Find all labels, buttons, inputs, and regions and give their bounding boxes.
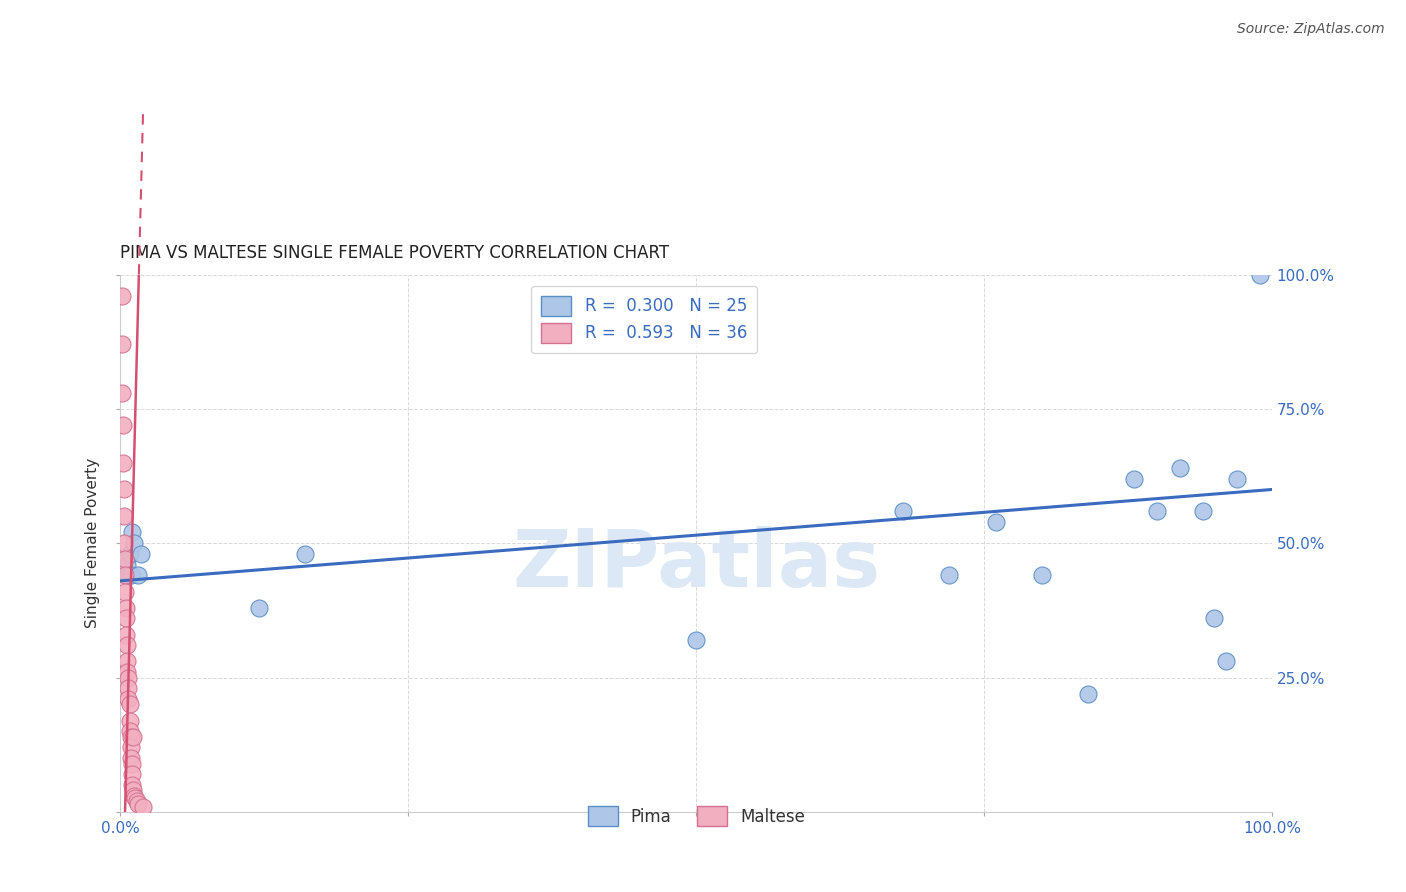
Point — [120, 751, 142, 765]
Point — [122, 536, 145, 550]
Point — [121, 778, 143, 792]
Point — [122, 730, 145, 744]
Point — [118, 714, 141, 728]
Point — [127, 568, 149, 582]
Point — [110, 385, 132, 400]
Point — [117, 568, 139, 582]
Point — [129, 547, 152, 561]
Point — [1191, 504, 1213, 518]
Point — [117, 638, 139, 652]
Point — [115, 627, 138, 641]
Point — [893, 504, 915, 518]
Point — [118, 724, 141, 739]
Point — [124, 791, 146, 805]
Point — [125, 794, 148, 808]
Point — [118, 698, 141, 712]
Point — [111, 417, 134, 432]
Point — [117, 558, 139, 572]
Y-axis label: Single Female Poverty: Single Female Poverty — [86, 458, 100, 628]
Point — [121, 525, 143, 540]
Point — [112, 483, 135, 497]
Point — [1031, 568, 1053, 582]
Point — [120, 740, 142, 755]
Point — [117, 692, 139, 706]
Point — [120, 568, 142, 582]
Point — [118, 547, 141, 561]
Point — [1204, 611, 1226, 625]
Point — [115, 611, 138, 625]
Point — [121, 767, 143, 781]
Point — [117, 665, 139, 680]
Point — [1168, 461, 1191, 475]
Point — [117, 655, 139, 669]
Point — [132, 799, 155, 814]
Point — [1077, 687, 1099, 701]
Point — [984, 515, 1007, 529]
Point — [114, 568, 136, 582]
Text: PIMA VS MALTESE SINGLE FEMALE POVERTY CORRELATION CHART: PIMA VS MALTESE SINGLE FEMALE POVERTY CO… — [121, 244, 669, 262]
Legend: Pima, Maltese: Pima, Maltese — [581, 799, 811, 833]
Point — [1122, 472, 1144, 486]
Point — [112, 536, 135, 550]
Point — [117, 671, 139, 685]
Point — [122, 783, 145, 797]
Point — [1146, 504, 1168, 518]
Point — [115, 568, 138, 582]
Point — [122, 789, 145, 803]
Text: Source: ZipAtlas.com: Source: ZipAtlas.com — [1237, 22, 1385, 37]
Point — [114, 584, 136, 599]
Text: ZIPatlas: ZIPatlas — [512, 525, 880, 604]
Point — [1226, 472, 1249, 486]
Point — [1249, 268, 1271, 282]
Point — [121, 756, 143, 771]
Point — [247, 600, 270, 615]
Point — [120, 730, 142, 744]
Point — [938, 568, 960, 582]
Point — [114, 552, 136, 566]
Point — [110, 337, 132, 351]
Point — [111, 456, 134, 470]
Point — [685, 632, 707, 647]
Point — [117, 681, 139, 696]
Point — [1215, 655, 1237, 669]
Point — [127, 797, 149, 811]
Point — [112, 509, 135, 524]
Point — [115, 600, 138, 615]
Point — [294, 547, 316, 561]
Point — [110, 289, 132, 303]
